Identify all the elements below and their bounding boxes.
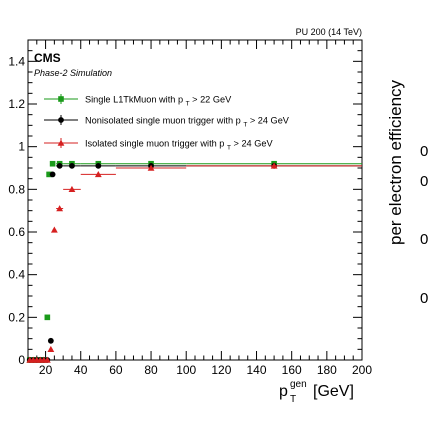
right-tick-fragment: 0: [420, 231, 428, 248]
x-tick-label: 160: [282, 363, 302, 377]
cms-sublabel: Phase-2 Simulation: [34, 68, 112, 78]
data-point-circle: [95, 162, 102, 169]
legend-item: Isolated single muon trigger with p T > …: [44, 138, 273, 152]
data-point-circle: [56, 162, 63, 169]
data-point-circle: [69, 162, 75, 169]
x-tick-label: 60: [109, 363, 123, 377]
right-tick-fragment: 0: [420, 290, 428, 307]
data-point-square: [58, 96, 64, 102]
y-tick-label: 0.8: [8, 182, 25, 196]
pileup-label: PU 200 (14 TeV): [296, 27, 362, 37]
y-tick-label: 0.4: [8, 268, 25, 282]
y-tick-label: 0: [18, 353, 25, 367]
x-tick-label: 100: [176, 363, 196, 377]
data-point-circle: [58, 117, 64, 123]
data-point-square: [49, 160, 56, 167]
legend-label: Isolated single muon trigger with p T > …: [85, 139, 273, 152]
y-tick-label: 1.4: [8, 54, 25, 68]
y-tick-label: 1: [18, 140, 25, 154]
data-point-triangle: [94, 171, 102, 178]
data-point-triangle: [56, 205, 64, 212]
series-square: [26, 160, 362, 363]
data-point-triangle: [43, 356, 51, 363]
right-tick-fragments: 0 0 0 0: [420, 143, 428, 307]
legend-label: Single L1TkMuon with p T > 22 GeV: [85, 95, 232, 108]
x-tick-label: 140: [247, 363, 267, 377]
x-tick-label: 80: [144, 363, 158, 377]
data-point-circle: [47, 337, 54, 344]
data-point-circle: [49, 171, 56, 178]
series-triangle: [26, 162, 362, 363]
y-tick-label: 1.2: [8, 97, 25, 111]
x-tick-label: 20: [39, 363, 53, 377]
y-tick-labels: 0 0.2 0.4 0.6 0.8 1 1.2 1.4: [8, 54, 25, 367]
x-axis-label-sub: T: [290, 394, 296, 405]
plot-frame: [27, 39, 363, 361]
right-tick-fragment: 0: [420, 143, 428, 160]
data-series: [26, 160, 362, 363]
data-point-triangle: [57, 139, 65, 146]
y-tick-label: 0.6: [8, 225, 25, 239]
data-point-triangle: [270, 162, 278, 169]
x-tick-label: 200: [352, 363, 372, 377]
legend-item: Nonisolated single muon trigger with p T…: [44, 115, 290, 129]
data-point-square: [44, 314, 51, 321]
cms-label: CMS: [34, 51, 61, 65]
y-tick-label: 0.2: [8, 310, 25, 324]
right-axis-label: per electron efficiency: [386, 79, 405, 245]
legend-item: Single L1TkMuon with p T > 22 GeV: [44, 94, 232, 108]
x-tick-label: 180: [317, 363, 337, 377]
data-point-triangle: [47, 345, 55, 353]
data-point-triangle: [147, 164, 155, 171]
x-axis-label-unit: [GeV]: [313, 383, 354, 400]
legend-label: Nonisolated single muon trigger with p T…: [85, 116, 290, 129]
axis-ticks: [27, 39, 363, 361]
x-axis-label-main: p: [279, 383, 288, 400]
legend: Single L1TkMuon with p T > 22 GeV Nonisol…: [44, 94, 290, 152]
x-tick-label: 120: [211, 363, 231, 377]
data-point-triangle: [50, 226, 58, 233]
x-axis-label-sup: gen: [290, 379, 307, 390]
series-circle: [26, 162, 362, 363]
data-point-triangle: [68, 185, 76, 193]
x-tick-label: 40: [74, 363, 88, 377]
right-tick-fragment: 0: [420, 173, 428, 190]
x-tick-labels: 20 40 60 80 100 120 140 160 180 200: [39, 363, 372, 377]
data-point-square: [46, 171, 52, 178]
x-axis-label: p gen T [GeV]: [279, 379, 354, 405]
